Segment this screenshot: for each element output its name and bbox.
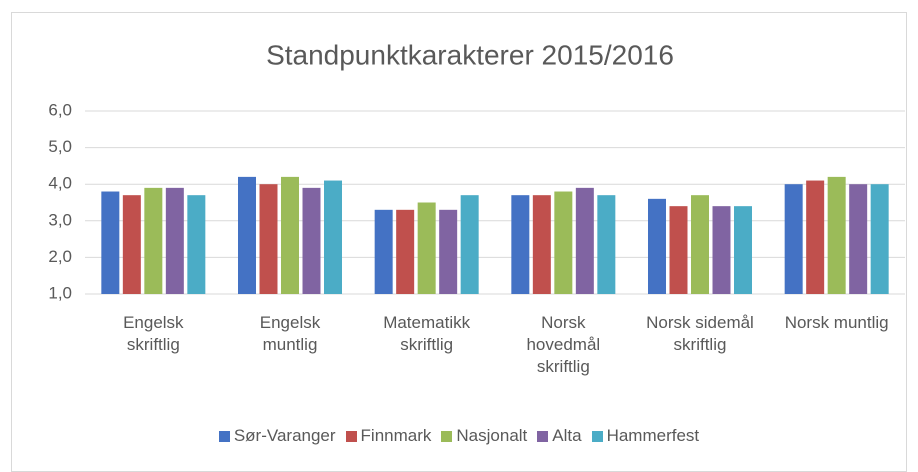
y-tick-label: 5,0 <box>48 137 72 156</box>
legend-label: Alta <box>552 426 582 445</box>
legend-item: Finnmark <box>345 426 432 446</box>
bar <box>827 176 846 294</box>
bar <box>281 176 299 294</box>
bar <box>417 202 436 294</box>
bar <box>849 184 868 294</box>
bar <box>597 195 616 294</box>
chart-title: Standpunktkarakterer 2015/2016 <box>266 39 674 70</box>
legend-swatch <box>441 430 453 442</box>
bar <box>554 191 573 294</box>
legend-swatch <box>345 430 357 442</box>
legend: Sør-Varanger Finnmark Nasjonalt Alta Hammerf… <box>0 426 918 446</box>
bar <box>439 209 458 294</box>
bar <box>324 180 342 294</box>
bar <box>870 184 889 294</box>
bar <box>806 180 825 294</box>
x-tick-label: Norsk hovedmål skriftlig <box>526 313 601 376</box>
bar <box>122 195 141 294</box>
bar <box>144 187 163 294</box>
x-tick-label: Engelsk skriftlig <box>123 313 184 354</box>
bar <box>187 195 206 294</box>
bar <box>532 195 551 294</box>
bar <box>712 206 731 294</box>
legend-item: Hammerfest <box>591 426 700 446</box>
y-tick-label: 4,0 <box>48 174 72 193</box>
x-tick-label: Engelsk muntlig <box>259 313 321 354</box>
bar <box>669 206 688 294</box>
bar <box>784 184 803 294</box>
legend-label: Sør-Varanger <box>233 426 336 445</box>
bar <box>238 176 256 294</box>
bar <box>259 184 278 294</box>
bar <box>511 195 530 294</box>
bar <box>374 209 393 294</box>
bar <box>165 187 184 294</box>
y-tick-label: 1,0 <box>48 283 72 302</box>
legend-item: Alta <box>537 426 582 446</box>
bar <box>691 195 709 294</box>
legend-label: Nasjonalt <box>456 426 528 445</box>
legend-label: Hammerfest <box>606 426 700 445</box>
bar <box>575 187 594 294</box>
bar <box>734 206 752 294</box>
legend-swatch <box>218 430 230 442</box>
legend-item: Nasjonalt <box>441 426 527 446</box>
bar <box>302 187 321 294</box>
bar <box>101 191 120 294</box>
bar <box>396 209 415 294</box>
legend-label: Finnmark <box>360 426 432 445</box>
y-tick-label: 2,0 <box>48 247 72 266</box>
bar <box>648 198 666 294</box>
x-tick-label: Norsk sidemål skriftlig <box>646 313 754 354</box>
y-tick-label: 6,0 <box>48 100 72 119</box>
legend-swatch <box>537 430 549 442</box>
x-tick-label: Matematikk skriftlig <box>383 313 471 354</box>
legend-swatch <box>591 430 603 442</box>
y-tick-label: 3,0 <box>48 210 72 229</box>
bar <box>460 195 479 294</box>
x-tick-label: Norsk muntlig <box>784 313 889 332</box>
legend-item: Sør-Varanger <box>218 426 336 446</box>
